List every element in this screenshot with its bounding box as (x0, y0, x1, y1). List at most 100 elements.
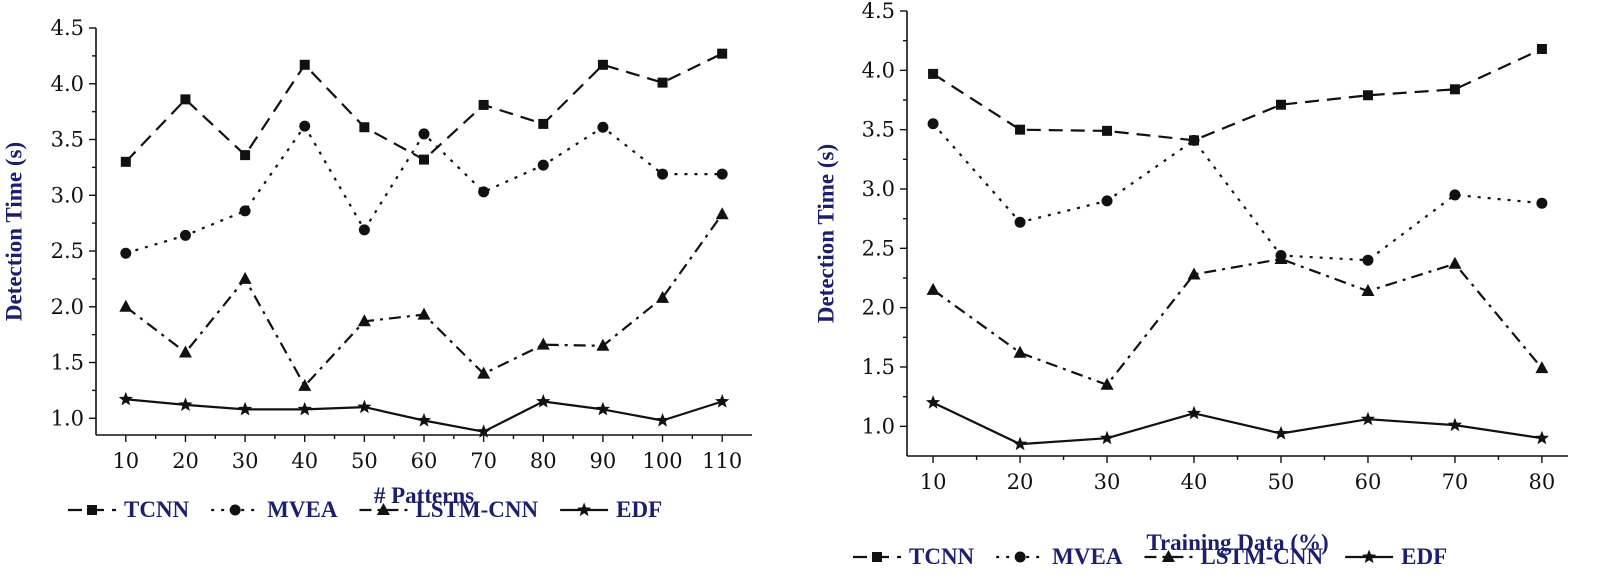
data-point (478, 186, 490, 198)
legend-label: MVEA (267, 497, 338, 522)
data-point (926, 395, 941, 409)
legend-item-tcnn: TCNN (68, 497, 190, 522)
legend-item-lstm-cnn: LSTM-CNN (1144, 544, 1324, 569)
legend-marker (376, 503, 390, 515)
data-point (597, 121, 609, 133)
data-point (537, 159, 549, 171)
data-point (1014, 216, 1026, 228)
x-axis-label: Training Data (%) (1146, 530, 1328, 555)
data-point (417, 307, 431, 320)
legend-item-mvea: MVEA (211, 497, 338, 522)
x-tick-label: 100 (642, 449, 682, 473)
legend-item-mvea: MVEA (996, 544, 1123, 569)
legend-item-edf: EDF (560, 497, 662, 522)
x-tick-label: 30 (232, 449, 259, 473)
y-tick-label: 1.5 (862, 355, 895, 379)
data-point (538, 118, 549, 129)
x-tick-label: 70 (470, 449, 497, 473)
data-point (1274, 252, 1288, 265)
legend-label: EDF (616, 497, 662, 522)
data-point (657, 168, 669, 180)
data-point (358, 224, 370, 236)
legend-label: LSTM-CNN (415, 497, 538, 522)
x-tick-label: 20 (1007, 470, 1034, 494)
y-tick-label: 2.5 (862, 236, 895, 260)
data-point (1534, 430, 1549, 445)
series-lstm-cnn (119, 207, 729, 391)
data-point (1100, 377, 1114, 390)
data-point (655, 413, 670, 427)
data-point (180, 94, 191, 105)
data-point (238, 271, 252, 284)
data-point (1536, 197, 1548, 209)
x-tick-label: 70 (1442, 470, 1469, 494)
x-tick-label: 20 (172, 449, 199, 473)
series-lstm-cnn (926, 252, 1549, 390)
y-tick-label: 1.0 (862, 414, 895, 438)
data-point (119, 299, 133, 312)
legend-marker (872, 552, 882, 562)
data-point (1101, 195, 1113, 207)
y-tick-label: 1.5 (51, 351, 84, 375)
data-point (357, 399, 372, 414)
data-point (1013, 345, 1027, 358)
legend-label: MVEA (1052, 544, 1123, 569)
data-point (536, 337, 550, 350)
data-point (118, 391, 133, 406)
data-point (926, 282, 940, 295)
x-tick-label: 50 (1268, 470, 1295, 494)
y-tick-label: 3.0 (862, 177, 895, 201)
data-point (357, 314, 371, 327)
y-tick-label: 4.5 (51, 16, 84, 40)
data-point (1188, 134, 1200, 146)
y-tick-label: 4.5 (862, 0, 895, 23)
legend-marker (229, 504, 241, 516)
legend-item-edf: EDF (1345, 544, 1447, 569)
y-tick-label: 2.5 (51, 239, 84, 263)
series-line (932, 48, 1543, 142)
y-tick-label: 3.5 (51, 128, 84, 152)
y-tick-label: 2.0 (862, 296, 895, 320)
data-point (120, 247, 132, 259)
data-point (1536, 43, 1547, 54)
data-point (715, 207, 729, 220)
legend-item-lstm-cnn: LSTM-CNN (359, 497, 539, 522)
data-point (1447, 417, 1463, 432)
x-tick-label: 10 (920, 470, 947, 494)
x-tick-label: 90 (590, 449, 617, 473)
x-tick-label: 80 (530, 449, 557, 473)
y-tick-label: 3.5 (862, 118, 895, 142)
y-tick-label: 4.0 (862, 58, 895, 82)
data-point (1449, 189, 1461, 201)
legend-marker (577, 502, 592, 517)
data-point (1362, 254, 1374, 266)
data-point (178, 397, 193, 411)
series-mvea (927, 118, 1548, 266)
series-edf (926, 395, 1549, 451)
x-tick-label: 10 (112, 449, 139, 473)
legend: TCNN MVEA LSTM-CNN EDF (853, 544, 1447, 569)
data-point (299, 120, 311, 132)
data-point (298, 378, 312, 391)
y-tick-label: 1.0 (51, 406, 84, 430)
data-point (656, 290, 670, 303)
data-point (419, 154, 429, 165)
chart-panel-training-data: 1.0 1.5 2.0 2.5 3.0 3.5 4.0 4.5 10 20 30 40 50 60 70 80… (813, 0, 1568, 569)
legend-marker (1014, 551, 1026, 563)
legend-marker (1161, 550, 1175, 562)
data-point (1012, 436, 1028, 451)
chart-panel-patterns: 1.0 1.5 2.0 2.5 3.0 3.5 4.0 4.5 10 20 30 40 50 60 70 80… (1, 16, 752, 522)
legend-label: LSTM-CNN (1200, 544, 1323, 569)
data-point (1535, 361, 1549, 374)
x-tick-label: 40 (1181, 470, 1208, 494)
y-tick-label: 4.0 (51, 72, 84, 96)
data-point (297, 401, 312, 416)
data-point (657, 77, 668, 88)
y-axis-label: Detection Time (s) (1, 142, 26, 321)
data-point (477, 366, 491, 379)
legend-marker (87, 505, 97, 515)
data-point (240, 150, 251, 161)
y-tick-label: 3.0 (51, 183, 84, 207)
series-line (932, 401, 1543, 446)
